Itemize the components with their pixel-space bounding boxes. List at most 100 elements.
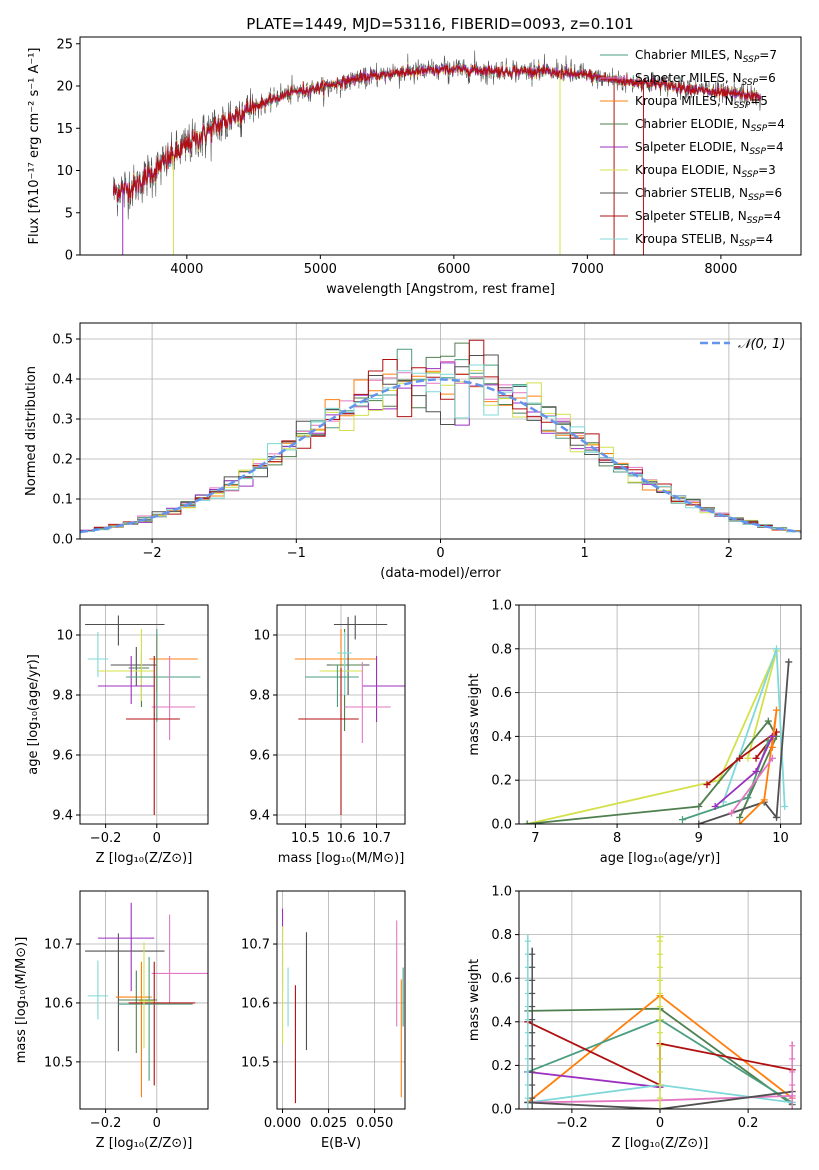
plot-area (80, 891, 208, 1109)
y-tick-label: 0.2 (491, 1059, 512, 1074)
x-tick-label: −0.2 (556, 1116, 588, 1131)
errorbar-point (333, 615, 388, 640)
spectrum-line (113, 63, 762, 204)
chart-residuals: −2 −1 0 1 2 0.0 0.1 0.2 0.3 0.4 0.5 (data-model)/er… (24, 322, 802, 581)
weight-marker (752, 754, 760, 762)
x-tick-label: 0.000 (264, 1116, 301, 1131)
y-axis-label: mass weight (467, 959, 482, 1041)
y-tick-label: 10 (253, 629, 270, 644)
errorbar-point (330, 629, 363, 731)
y-tick-label: 1.0 (491, 885, 512, 900)
errorbar-point (138, 942, 155, 1049)
chart-weight-vs-age: 7 8 9 10 0.0 0.2 0.4 0.6 0.8 1.0 age [log₁₀(age/yr… (467, 599, 802, 866)
chart-weight-vs-Z: −0.2 0 0.2 0.0 0.2 0.4 0.6 0.8 1.0 Z [log₁₀(Z/Z⊙)… (467, 885, 802, 1151)
weight-marker (523, 820, 531, 824)
weight-marker (768, 754, 776, 762)
gaussian-curve (80, 378, 801, 534)
errorbar-point (118, 956, 193, 1081)
plot-area (519, 605, 801, 824)
y-tick-label: 0.6 (491, 972, 512, 987)
errorbar-point (85, 933, 165, 1052)
x-tick-label: 10.5 (291, 831, 320, 846)
x-tick-label: 0 (153, 1116, 161, 1131)
legend-entry: Kroupa MILES, NSSP=5 (635, 94, 768, 111)
x-tick-label: −0.2 (90, 1116, 122, 1131)
y-tick-label: 0.8 (491, 928, 512, 943)
y-tick-label: 0.5 (52, 333, 73, 348)
y-tick-label: 9.6 (52, 749, 73, 764)
x-tick-label: 0.025 (310, 1116, 347, 1131)
y-tick-label: 25 (56, 37, 73, 52)
weight-marker (736, 813, 744, 821)
legend-entry: Kroupa STELIB, NSSP=4 (635, 232, 773, 249)
weight-marker (768, 732, 776, 740)
weight-marker (752, 767, 760, 775)
weight-marker (760, 796, 768, 804)
y-tick-label: 10.7 (44, 938, 73, 953)
x-axis-label: (data-model)/error (380, 566, 501, 581)
x-tick-label: 10 (772, 831, 789, 846)
x-axis-label: wavelength [Angstrom, rest frame] (326, 282, 555, 297)
legend-entry: Salpeter STELIB, NSSP=4 (635, 209, 781, 226)
y-tick-label: 5 (65, 206, 73, 221)
errorbar-point (294, 629, 377, 677)
weight-marker (785, 658, 793, 666)
weight-marker (772, 706, 780, 714)
plot-frame (518, 890, 802, 1110)
weight-marker (695, 820, 703, 824)
weight-marker (764, 717, 772, 725)
plot-frame (79, 604, 209, 825)
errorbar-point (305, 665, 359, 707)
errorbar-point (87, 632, 109, 677)
y-tick-label: 10.5 (44, 1055, 73, 1070)
errorbar-point (97, 656, 155, 704)
x-tick-label: 7 (531, 831, 539, 846)
legend-entry: Salpeter MILES, NSSP=6 (635, 71, 776, 88)
y-tick-label: 10 (56, 164, 73, 179)
x-axis-label: Z [log₁₀(Z/Z⊙)] (96, 851, 193, 866)
plot-area (80, 605, 208, 824)
weight-marker (781, 802, 789, 810)
x-tick-label: −2 (143, 546, 162, 561)
y-tick-label: 0.0 (491, 818, 512, 833)
weight-marker (744, 754, 752, 762)
legend-entry: Salpeter ELODIE, NSSP=4 (635, 140, 784, 157)
x-tick-label: 10.6 (327, 831, 356, 846)
y-tick-label: 10 (56, 629, 73, 644)
y-tick-label: 0.6 (491, 686, 512, 701)
x-tick-label: −0.2 (90, 831, 122, 846)
plot-area (277, 891, 405, 1109)
plot-frame (79, 36, 802, 256)
errorbar-point (118, 970, 157, 1054)
errorbar-point (362, 656, 405, 722)
x-tick-label: 0.050 (356, 1116, 393, 1131)
y-axis-label: Normed distribution (24, 366, 39, 496)
x-tick-label: 0 (656, 1116, 664, 1131)
chart-mass-vs-EBV: 0.000 0.025 0.050 10.5 10.6 10.7 E(B-V) (241, 890, 406, 1151)
plot-area (277, 605, 405, 824)
plot-frame (518, 604, 802, 825)
x-tick-label: 9 (695, 831, 703, 846)
legend-entry: Kroupa ELODIE, NSSP=3 (635, 163, 776, 180)
x-axis-label: mass [log₁₀(M/M⊙)] (278, 851, 405, 866)
y-tick-label: 9.6 (249, 749, 270, 764)
x-tick-label: 1 (581, 546, 589, 561)
y-tick-label: 0.0 (52, 533, 73, 548)
weight-marker (736, 754, 744, 762)
weight-series (730, 757, 774, 814)
legend-entry: Chabrier ELODIE, NSSP=4 (635, 117, 785, 134)
errorbar-point (87, 960, 109, 1020)
plot-frame (276, 890, 406, 1110)
y-tick-label: 10.5 (241, 1055, 270, 1070)
y-tick-label: 9.4 (52, 809, 73, 824)
errorbar-point (110, 647, 157, 686)
y-tick-label: 10.7 (241, 938, 270, 953)
x-tick-label: 0 (153, 831, 161, 846)
legend-entry: Chabrier STELIB, NSSP=6 (635, 186, 782, 203)
weight-series (526, 650, 778, 824)
legend-entry: 𝒩(0, 1) (738, 337, 785, 352)
x-tick-label: −1 (287, 546, 306, 561)
x-axis-label: Z [log₁₀(Z/Z⊙)] (96, 1136, 193, 1151)
y-tick-label: 0.3 (52, 413, 73, 428)
